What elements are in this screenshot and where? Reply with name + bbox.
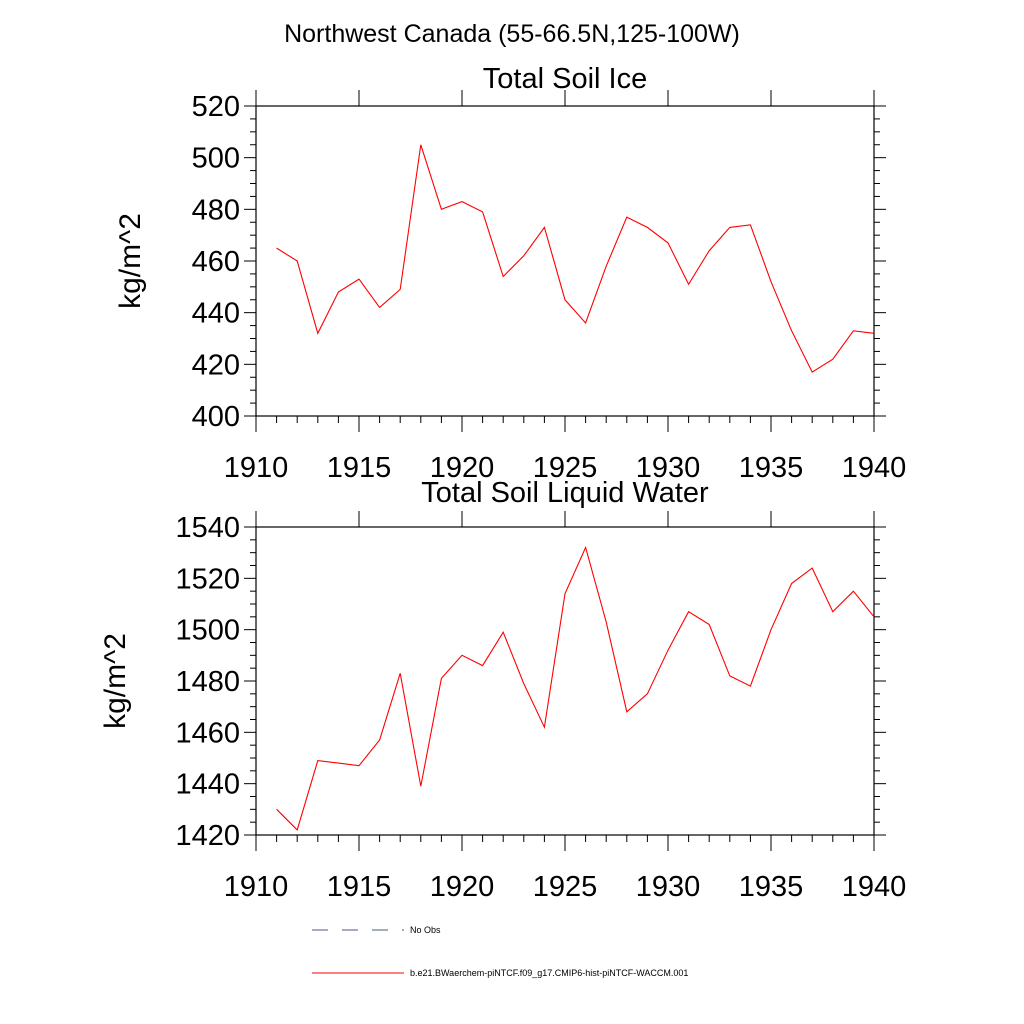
y-tick-label: 400 — [192, 401, 240, 433]
y-tick-label: 460 — [192, 246, 240, 278]
y-tick-label: 440 — [192, 298, 240, 330]
y-tick-label: 1520 — [175, 563, 240, 595]
legend-label-1: No Obs — [410, 925, 441, 935]
chart-panel-1: Total Soil Ice 400 420 440 460 480 500 520 1910 1… — [114, 63, 906, 484]
series-line — [276, 144, 875, 373]
x-tick-label: 1915 — [327, 871, 392, 903]
x-tick-label: 1925 — [533, 871, 598, 903]
y-axis-label: kg/m^2 — [99, 633, 132, 729]
x-tick-label: 1920 — [430, 871, 495, 903]
y-tick-label: 1420 — [175, 820, 240, 852]
chart-panel-2: Total Soil Liquid Water 1420 1440 1460 1480 1… — [99, 477, 906, 903]
series-line — [276, 545, 875, 831]
plot-frame — [255, 105, 875, 417]
y-axis-label: kg/m^2 — [114, 213, 147, 309]
legend: No Obs b.e21.BWaerchem-piNTCF.f09_g17.CMI… — [312, 925, 688, 978]
x-tick-label: 1940 — [842, 871, 907, 903]
y-tick-label: 500 — [192, 143, 240, 175]
x-tick-label: 1935 — [739, 452, 804, 484]
x-tick-label: 1940 — [842, 452, 907, 484]
figure-supertitle: Northwest Canada (55-66.5N,125-100W) — [284, 20, 740, 48]
y-tick-label: 1480 — [175, 666, 240, 698]
y-tick-label: 1460 — [175, 717, 240, 749]
x-tick-label: 1920 — [430, 452, 495, 484]
y-tick-label: 1500 — [175, 615, 240, 647]
x-tick-label: 1915 — [327, 452, 392, 484]
y-tick-label: 520 — [192, 91, 240, 123]
x-tick-label: 1930 — [636, 452, 701, 484]
x-tick-label: 1910 — [224, 871, 289, 903]
y-tick-label: 480 — [192, 194, 240, 226]
x-tick-label: 1910 — [224, 452, 289, 484]
x-tick-label: 1930 — [636, 871, 701, 903]
x-tick-label: 1925 — [533, 452, 598, 484]
panel-title: Total Soil Liquid Water — [421, 477, 709, 509]
y-tick-label: 1440 — [175, 769, 240, 801]
y-tick-label: 420 — [192, 349, 240, 381]
legend-label-2: b.e21.BWaerchem-piNTCF.f09_g17.CMIP6-his… — [410, 968, 688, 978]
plot-frame — [255, 526, 875, 836]
x-tick-label: 1935 — [739, 871, 804, 903]
y-tick-label: 1540 — [175, 512, 240, 544]
panel-title: Total Soil Ice — [483, 63, 647, 95]
